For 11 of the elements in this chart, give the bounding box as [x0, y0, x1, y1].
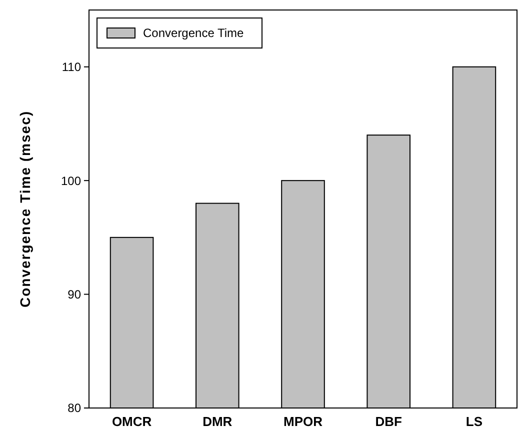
x-tick-label: DBF — [375, 414, 402, 429]
y-axis-title: Convergence Time (msec) — [17, 110, 33, 308]
y-tick-label: 100 — [60, 174, 82, 188]
x-tick-label: OMCR — [112, 414, 152, 429]
x-tick-label: LS — [466, 414, 483, 429]
x-tick-label: DMR — [202, 414, 233, 429]
y-tick-label: 90 — [68, 287, 82, 302]
legend-label: Convergence Time — [143, 26, 244, 40]
y-tick-label: 110 — [62, 60, 82, 74]
y-tick-label: 80 — [68, 401, 82, 416]
x-tick-label: MPOR — [284, 414, 324, 429]
